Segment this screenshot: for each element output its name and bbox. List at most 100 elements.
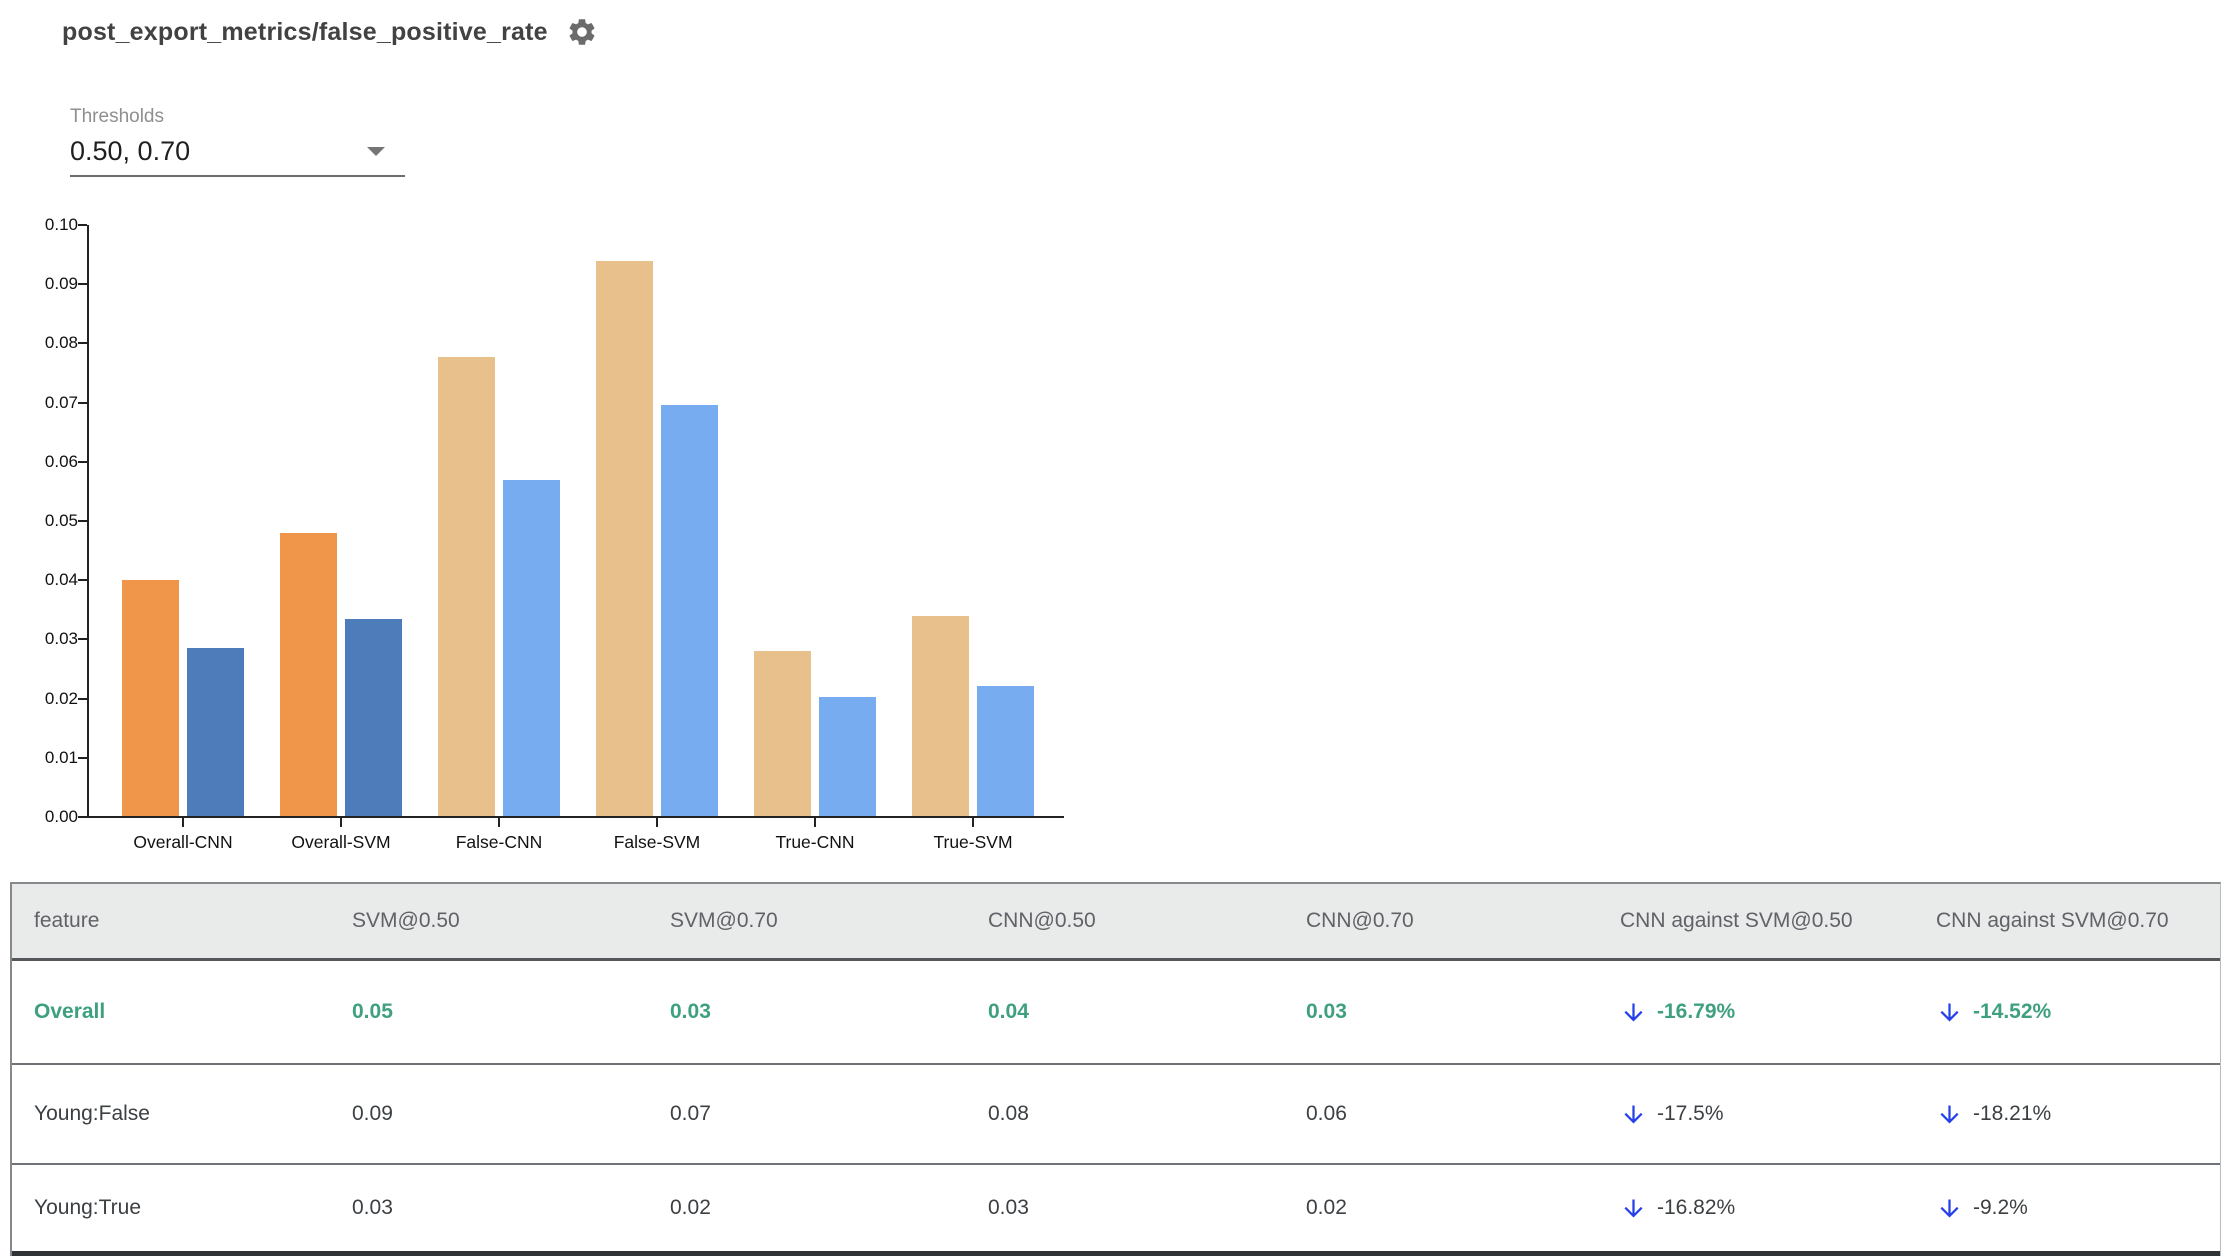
x-tick-label: False-SVM [613,832,701,852]
y-tick-label: 0.07 [44,393,78,412]
bar [438,357,495,816]
bar [345,619,402,816]
comparison-cell: -18.21% [1936,1101,2220,1128]
y-tick-label: 0.01 [44,748,78,767]
y-tick-mark [78,283,87,285]
y-tick-mark [78,520,87,522]
bar [977,686,1034,816]
column-header: CNN against SVM@0.70 [1936,909,2169,932]
x-axis-line [87,816,1064,818]
x-tick-mark [656,818,658,827]
feature-cell: Young:False [34,1102,150,1125]
comparison-cell: -17.5% [1620,1101,1936,1128]
metric-value-cell: 0.06 [1306,1102,1347,1125]
bar [596,261,653,816]
y-tick-label: 0.10 [44,215,78,234]
feature-cell: Overall [34,1000,106,1023]
thresholds-label: Thresholds [70,106,164,127]
comparison-value: -9.2% [1973,1196,2028,1219]
x-tick-label: False-CNN [455,832,543,852]
metric-header: post_export_metrics/false_positive_rate [62,16,598,48]
metric-value-cell: 0.02 [670,1196,711,1219]
y-tick-mark [78,816,87,818]
y-tick-label: 0.02 [44,689,78,708]
down-arrow-icon [1620,1101,1647,1128]
y-axis-line [87,225,89,818]
comparison-cell: -16.79% [1620,999,1936,1026]
bar [187,648,244,816]
comparison-cell: -14.52% [1936,999,2220,1026]
y-tick-mark [78,224,87,226]
bar [912,616,969,816]
y-tick-mark [78,461,87,463]
y-tick-label: 0.03 [44,629,78,648]
y-tick-mark [78,757,87,759]
comparison-value: -16.79% [1657,1000,1736,1023]
metric-value-cell: 0.09 [352,1102,393,1125]
chevron-down-icon [367,147,385,156]
metric-value-cell: 0.03 [670,1000,711,1023]
bar [819,697,876,816]
column-header: SVM@0.70 [670,909,778,932]
y-tick-mark [78,579,87,581]
down-arrow-icon [1620,999,1647,1026]
table-row: Overall 0.05 0.03 0.04 0.03 -16.79% -14.52% [12,961,2220,1063]
x-tick-mark [814,818,816,827]
y-tick-mark [78,698,87,700]
y-tick-label: 0.08 [44,333,78,352]
y-tick-label: 0.04 [44,570,78,589]
thresholds-control: Thresholds 0.50, 0.70 [70,106,405,177]
metric-value-cell: 0.03 [988,1196,1029,1219]
down-arrow-icon [1936,999,1963,1026]
y-tick-mark [78,638,87,640]
thresholds-dropdown[interactable]: 0.50, 0.70 [70,134,405,177]
bar [503,480,560,816]
y-tick-mark [78,342,87,344]
metric-value-cell: 0.02 [1306,1196,1347,1219]
comparison-value: -16.82% [1657,1196,1736,1219]
bar [754,651,811,816]
column-header: feature [34,909,100,932]
comparison-cell: -9.2% [1936,1195,2220,1222]
comparison-value: -17.5% [1657,1102,1724,1125]
y-tick-label: 0.00 [44,807,78,826]
bar [122,580,179,816]
comparison-cell: -16.82% [1620,1195,1936,1222]
x-tick-label: Overall-CNN [133,832,233,852]
y-tick-label: 0.06 [44,452,78,471]
x-tick-label: Overall-SVM [291,832,391,852]
down-arrow-icon [1620,1195,1647,1222]
column-header: CNN against SVM@0.50 [1620,909,1853,932]
x-tick-mark [340,818,342,827]
bar-chart: 0.00 0.01 0.02 0.03 0.04 0.05 0.06 0.07 0.08 0.09… [44,215,1064,852]
metric-value-cell: 0.05 [352,1000,393,1023]
column-header: CNN@0.70 [1306,909,1414,932]
y-tick-label: 0.05 [44,511,78,530]
bar [661,405,718,816]
table-row: Young:True 0.03 0.02 0.03 0.02 -16.82% -9.2% [12,1163,2220,1251]
column-header: SVM@0.50 [352,909,460,932]
column-header: CNN@0.50 [988,909,1096,932]
metric-value-cell: 0.08 [988,1102,1029,1125]
x-tick-mark [498,818,500,827]
table-body: Overall 0.05 0.03 0.04 0.03 -16.79% -14.52% You… [12,961,2220,1256]
table-row: Young:False 0.09 0.07 0.08 0.06 -17.5% -18.21% [12,1063,2220,1163]
y-tick-label: 0.09 [44,274,78,293]
settings-gear-icon[interactable] [566,16,598,48]
down-arrow-icon [1936,1101,1963,1128]
x-tick-label: True-CNN [775,832,855,852]
metrics-table: feature SVM@0.50 SVM@0.70 CNN@0.50 CNN@0.70 C… [10,882,2221,1256]
metric-value-cell: 0.03 [352,1196,393,1219]
thresholds-value: 0.50, 0.70 [70,136,191,166]
x-tick-label: True-SVM [933,832,1013,852]
x-tick-mark [972,818,974,827]
metric-value-cell: 0.07 [670,1102,711,1125]
table-header-row: feature SVM@0.50 SVM@0.70 CNN@0.50 CNN@0.70 C… [12,884,2220,961]
metric-value-cell: 0.04 [988,1000,1029,1023]
bar [280,533,337,816]
metric-title: post_export_metrics/false_positive_rate [62,17,548,46]
down-arrow-icon [1936,1195,1963,1222]
metric-value-cell: 0.03 [1306,1000,1347,1023]
comparison-value: -14.52% [1973,1000,2052,1023]
